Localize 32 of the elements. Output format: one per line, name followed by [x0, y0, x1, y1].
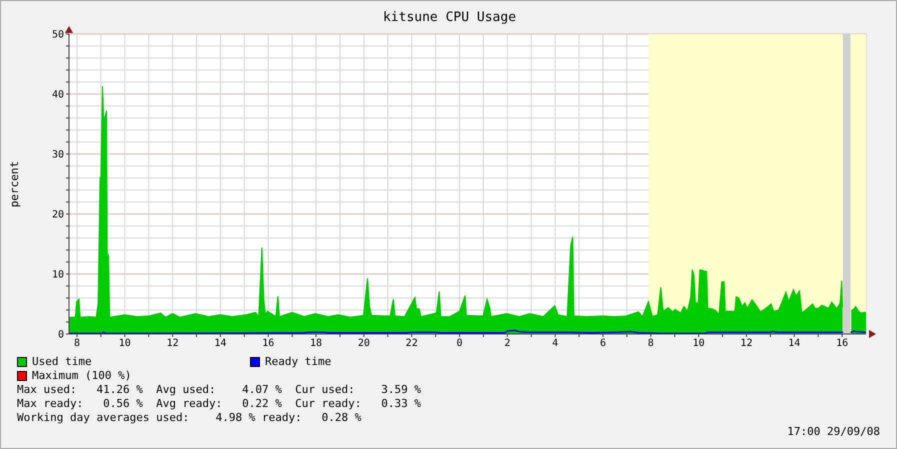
- x-tick-label: 18: [310, 338, 322, 350]
- x-tick-label: 8: [648, 338, 654, 350]
- y-tick-label: 20: [52, 210, 64, 221]
- text: 17:00 29/09/08: [787, 425, 880, 439]
- x-tick-label: 10: [118, 338, 131, 350]
- x-tick-label: 20: [358, 338, 370, 350]
- x-tick-label: 14: [788, 338, 800, 350]
- y-tick-label: 30: [52, 150, 64, 161]
- x-tick-label: 0: [456, 338, 463, 350]
- legend-label: Maximum (100 %): [32, 369, 132, 383]
- legend-label: Used time: [32, 355, 92, 369]
- x-tick-label: 12: [166, 338, 179, 350]
- x-tick-label: 14: [214, 338, 226, 350]
- chart-title: kitsune CPU Usage: [382, 9, 518, 27]
- x-tick-label: 4: [552, 338, 558, 350]
- x-tick-label: 16: [836, 338, 848, 350]
- x-tick-label: 8: [74, 338, 80, 350]
- y-tick-label: 10: [52, 270, 64, 281]
- y-tick-label: 0: [58, 330, 64, 341]
- x-tick-label: 22: [406, 338, 418, 350]
- y-axis-title: percent: [8, 160, 22, 208]
- x-tick-label: 16: [262, 338, 274, 350]
- x-tick-label: 10: [692, 338, 705, 350]
- y-tick-label: 50: [52, 30, 64, 41]
- x-tick-label: 12: [740, 338, 752, 350]
- text: Max used: 41.26 % Avg used: 4.07 % Cur used: 3.59 %: [17, 383, 421, 397]
- legend-label: Ready time: [265, 355, 332, 369]
- y-tick-label: 40: [52, 90, 64, 101]
- text: Max ready: 0.56 % Avg ready: 0.22 % Cur ready: 0.33 %: [17, 397, 421, 411]
- text: Working day averages used: 4.98 % ready: 0.28 %: [17, 411, 362, 425]
- x-tick-label: 2: [504, 338, 510, 350]
- x-tick-label: 6: [600, 338, 606, 350]
